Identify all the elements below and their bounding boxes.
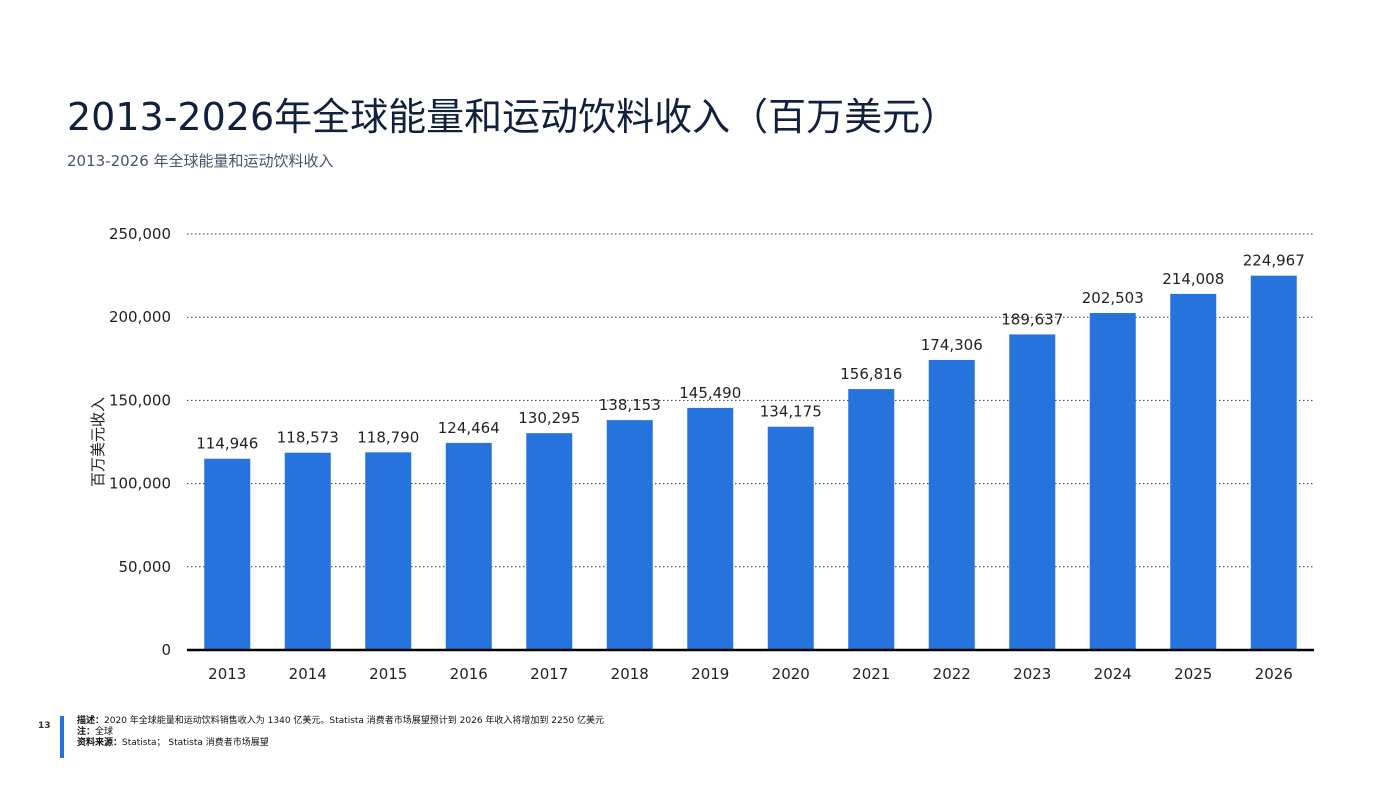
data-label: 174,306 xyxy=(921,336,983,354)
bar xyxy=(1250,275,1297,650)
y-tick-label: 0 xyxy=(161,641,171,659)
page-title: 2013-2026年全球能量和运动饮料收入（百万美元） xyxy=(67,95,959,139)
bar xyxy=(284,452,331,650)
x-tick-label: 2023 xyxy=(1013,665,1051,683)
desc-text: 2020 年全球能量和运动饮料销售收入为 1340 亿美元。Statista 消… xyxy=(104,716,605,726)
x-tick-label: 2021 xyxy=(852,665,890,683)
y-tick-label: 50,000 xyxy=(119,558,172,576)
x-tick-label: 2024 xyxy=(1094,665,1132,683)
bar xyxy=(365,452,412,650)
x-tick-label: 2016 xyxy=(450,665,488,683)
bar xyxy=(526,433,573,650)
bar xyxy=(445,442,492,650)
bar xyxy=(1170,293,1217,650)
footer-description: 描述：2020 年全球能量和运动饮料销售收入为 1340 亿美元。Statist… xyxy=(77,716,604,727)
data-label: 114,946 xyxy=(196,435,258,453)
bar xyxy=(767,426,814,650)
footer-notes: 描述：2020 年全球能量和运动饮料销售收入为 1340 亿美元。Statist… xyxy=(60,716,604,758)
y-tick-label: 100,000 xyxy=(109,475,171,493)
y-tick-label: 150,000 xyxy=(109,391,171,409)
bar xyxy=(1089,313,1136,650)
bar xyxy=(928,359,975,650)
x-tick-label: 2014 xyxy=(289,665,327,683)
page-subtitle: 2013-2026 年全球能量和运动饮料收入 xyxy=(67,152,334,170)
data-label: 202,503 xyxy=(1082,289,1144,307)
y-axis-label: 百万美元收入 xyxy=(89,397,107,487)
source-text: Statista； Statista 消费者市场展望 xyxy=(122,738,269,748)
data-label: 118,573 xyxy=(277,429,339,447)
x-tick-label: 2026 xyxy=(1255,665,1293,683)
footer-note: 注：全球 xyxy=(77,727,604,738)
bar-chart: 0 50,000 100,000 150,000 200,000 250,000 百万美元收… xyxy=(89,225,1314,683)
data-label: 134,175 xyxy=(760,403,822,421)
data-label: 214,008 xyxy=(1162,270,1224,288)
x-tick-label: 2019 xyxy=(691,665,729,683)
data-label: 224,967 xyxy=(1243,252,1305,270)
data-label: 189,637 xyxy=(1001,310,1063,328)
data-label: 156,816 xyxy=(840,365,902,383)
page-number: 13 xyxy=(38,721,51,731)
x-tick-label: 2015 xyxy=(369,665,407,683)
bar xyxy=(848,389,895,650)
x-tick-label: 2017 xyxy=(530,665,568,683)
bar xyxy=(1009,334,1056,650)
desc-label: 描述： xyxy=(77,716,105,726)
bar xyxy=(687,407,734,650)
x-tick-label: 2025 xyxy=(1174,665,1212,683)
data-label: 130,295 xyxy=(518,409,580,427)
source-label: 资料来源： xyxy=(77,738,123,748)
y-tick-label: 200,000 xyxy=(109,308,171,326)
x-tick-label: 2013 xyxy=(208,665,246,683)
data-label: 138,153 xyxy=(599,396,661,414)
bar xyxy=(204,458,251,650)
x-tick-label: 2020 xyxy=(772,665,810,683)
note-label: 注： xyxy=(77,727,96,737)
x-tick-label: 2022 xyxy=(933,665,971,683)
note-text: 全球 xyxy=(95,727,114,737)
footer-source: 资料来源：Statista； Statista 消费者市场展望 xyxy=(77,738,604,749)
bar xyxy=(606,420,653,650)
x-tick-label: 2018 xyxy=(611,665,649,683)
data-label: 118,790 xyxy=(357,428,419,446)
data-label: 124,464 xyxy=(438,419,500,437)
data-label: 145,490 xyxy=(679,384,741,402)
y-tick-label: 250,000 xyxy=(109,225,171,243)
